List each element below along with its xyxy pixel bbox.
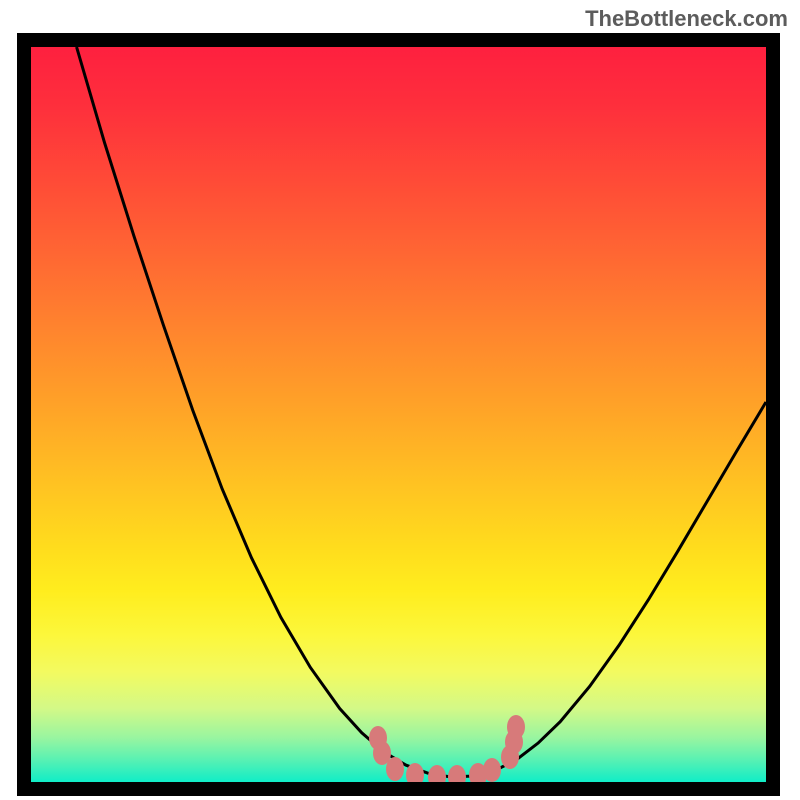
trough-dot [507,715,525,739]
watermark-text: TheBottleneck.com [585,6,788,32]
trough-dots [31,47,766,782]
trough-dot [406,763,424,782]
trough-dot [386,757,404,781]
plot-area [31,47,766,782]
trough-dot [448,765,466,782]
chart-frame: TheBottleneck.com [0,0,800,800]
trough-dot [428,765,446,782]
trough-dot [483,758,501,782]
